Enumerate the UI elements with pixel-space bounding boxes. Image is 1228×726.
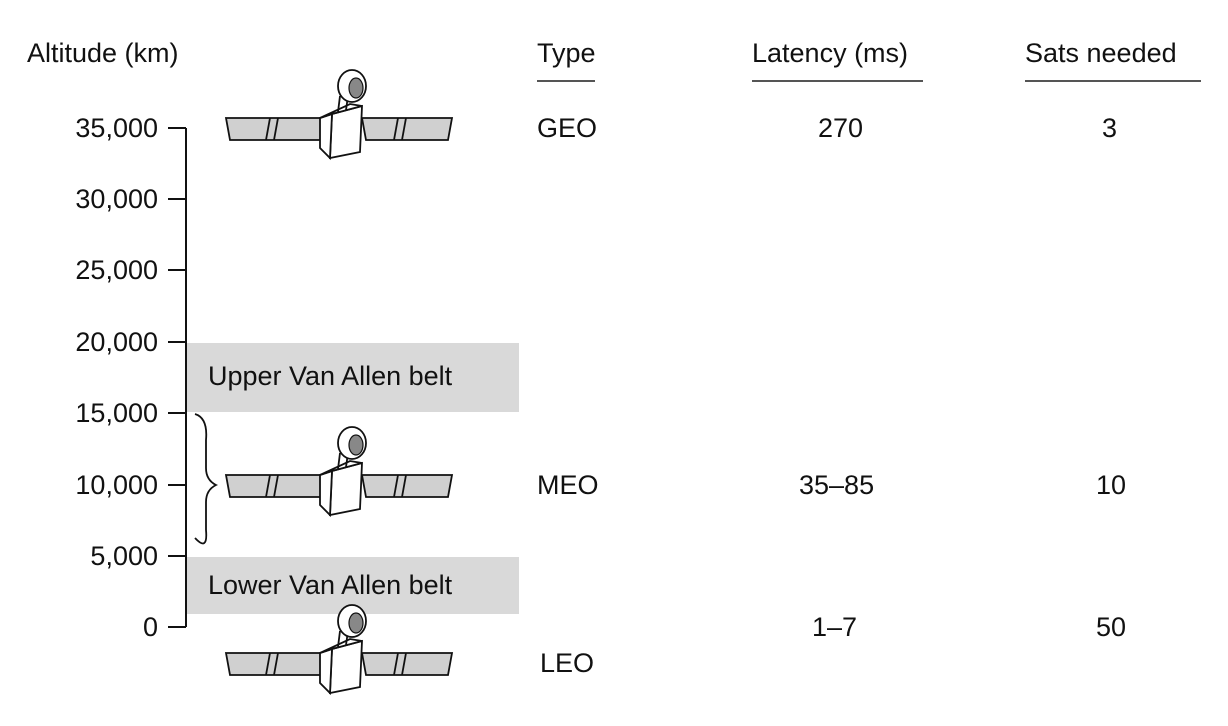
orbit-sats: 10 [1096, 470, 1127, 500]
header-type: Type [537, 38, 596, 68]
tick-label: 5,000 [90, 541, 158, 571]
lower-belt-label: Lower Van Allen belt [208, 570, 453, 600]
header-type-underline [537, 80, 595, 82]
satellite-icon [225, 69, 453, 159]
lower-van-allen-belt: Lower Van Allen belt [186, 557, 519, 614]
tick-label: 30,000 [75, 184, 158, 214]
orbit-sats: 50 [1096, 612, 1127, 642]
tick-label: 25,000 [75, 255, 158, 285]
satellite-icon [225, 426, 453, 516]
header-sats: Sats needed [1025, 38, 1177, 68]
axis-title: Altitude (km) [27, 38, 179, 68]
orbit-latency: 270 [818, 113, 864, 143]
orbit-type: LEO [540, 648, 595, 678]
tick-label: 20,000 [75, 327, 158, 357]
tick-label: 35,000 [75, 113, 158, 143]
orbit-sats: 3 [1102, 113, 1118, 143]
header-latency: Latency (ms) [752, 38, 909, 68]
upper-van-allen-belt: Upper Van Allen belt [186, 343, 519, 412]
tick-label: 0 [142, 612, 158, 642]
orbit-type: GEO [537, 113, 598, 143]
tick-label: 10,000 [75, 470, 158, 500]
orbit-latency: 35–85 [799, 470, 875, 500]
meo-range-brace [194, 413, 219, 545]
orbit-latency: 1–7 [812, 612, 858, 642]
axis-ticks [168, 127, 186, 628]
upper-belt-label: Upper Van Allen belt [208, 361, 453, 391]
satellite-icon [225, 604, 453, 694]
orbit-type: MEO [537, 470, 599, 500]
header-latency-underline [752, 80, 923, 82]
header-sats-underline [1025, 80, 1201, 82]
tick-label: 15,000 [75, 398, 158, 428]
